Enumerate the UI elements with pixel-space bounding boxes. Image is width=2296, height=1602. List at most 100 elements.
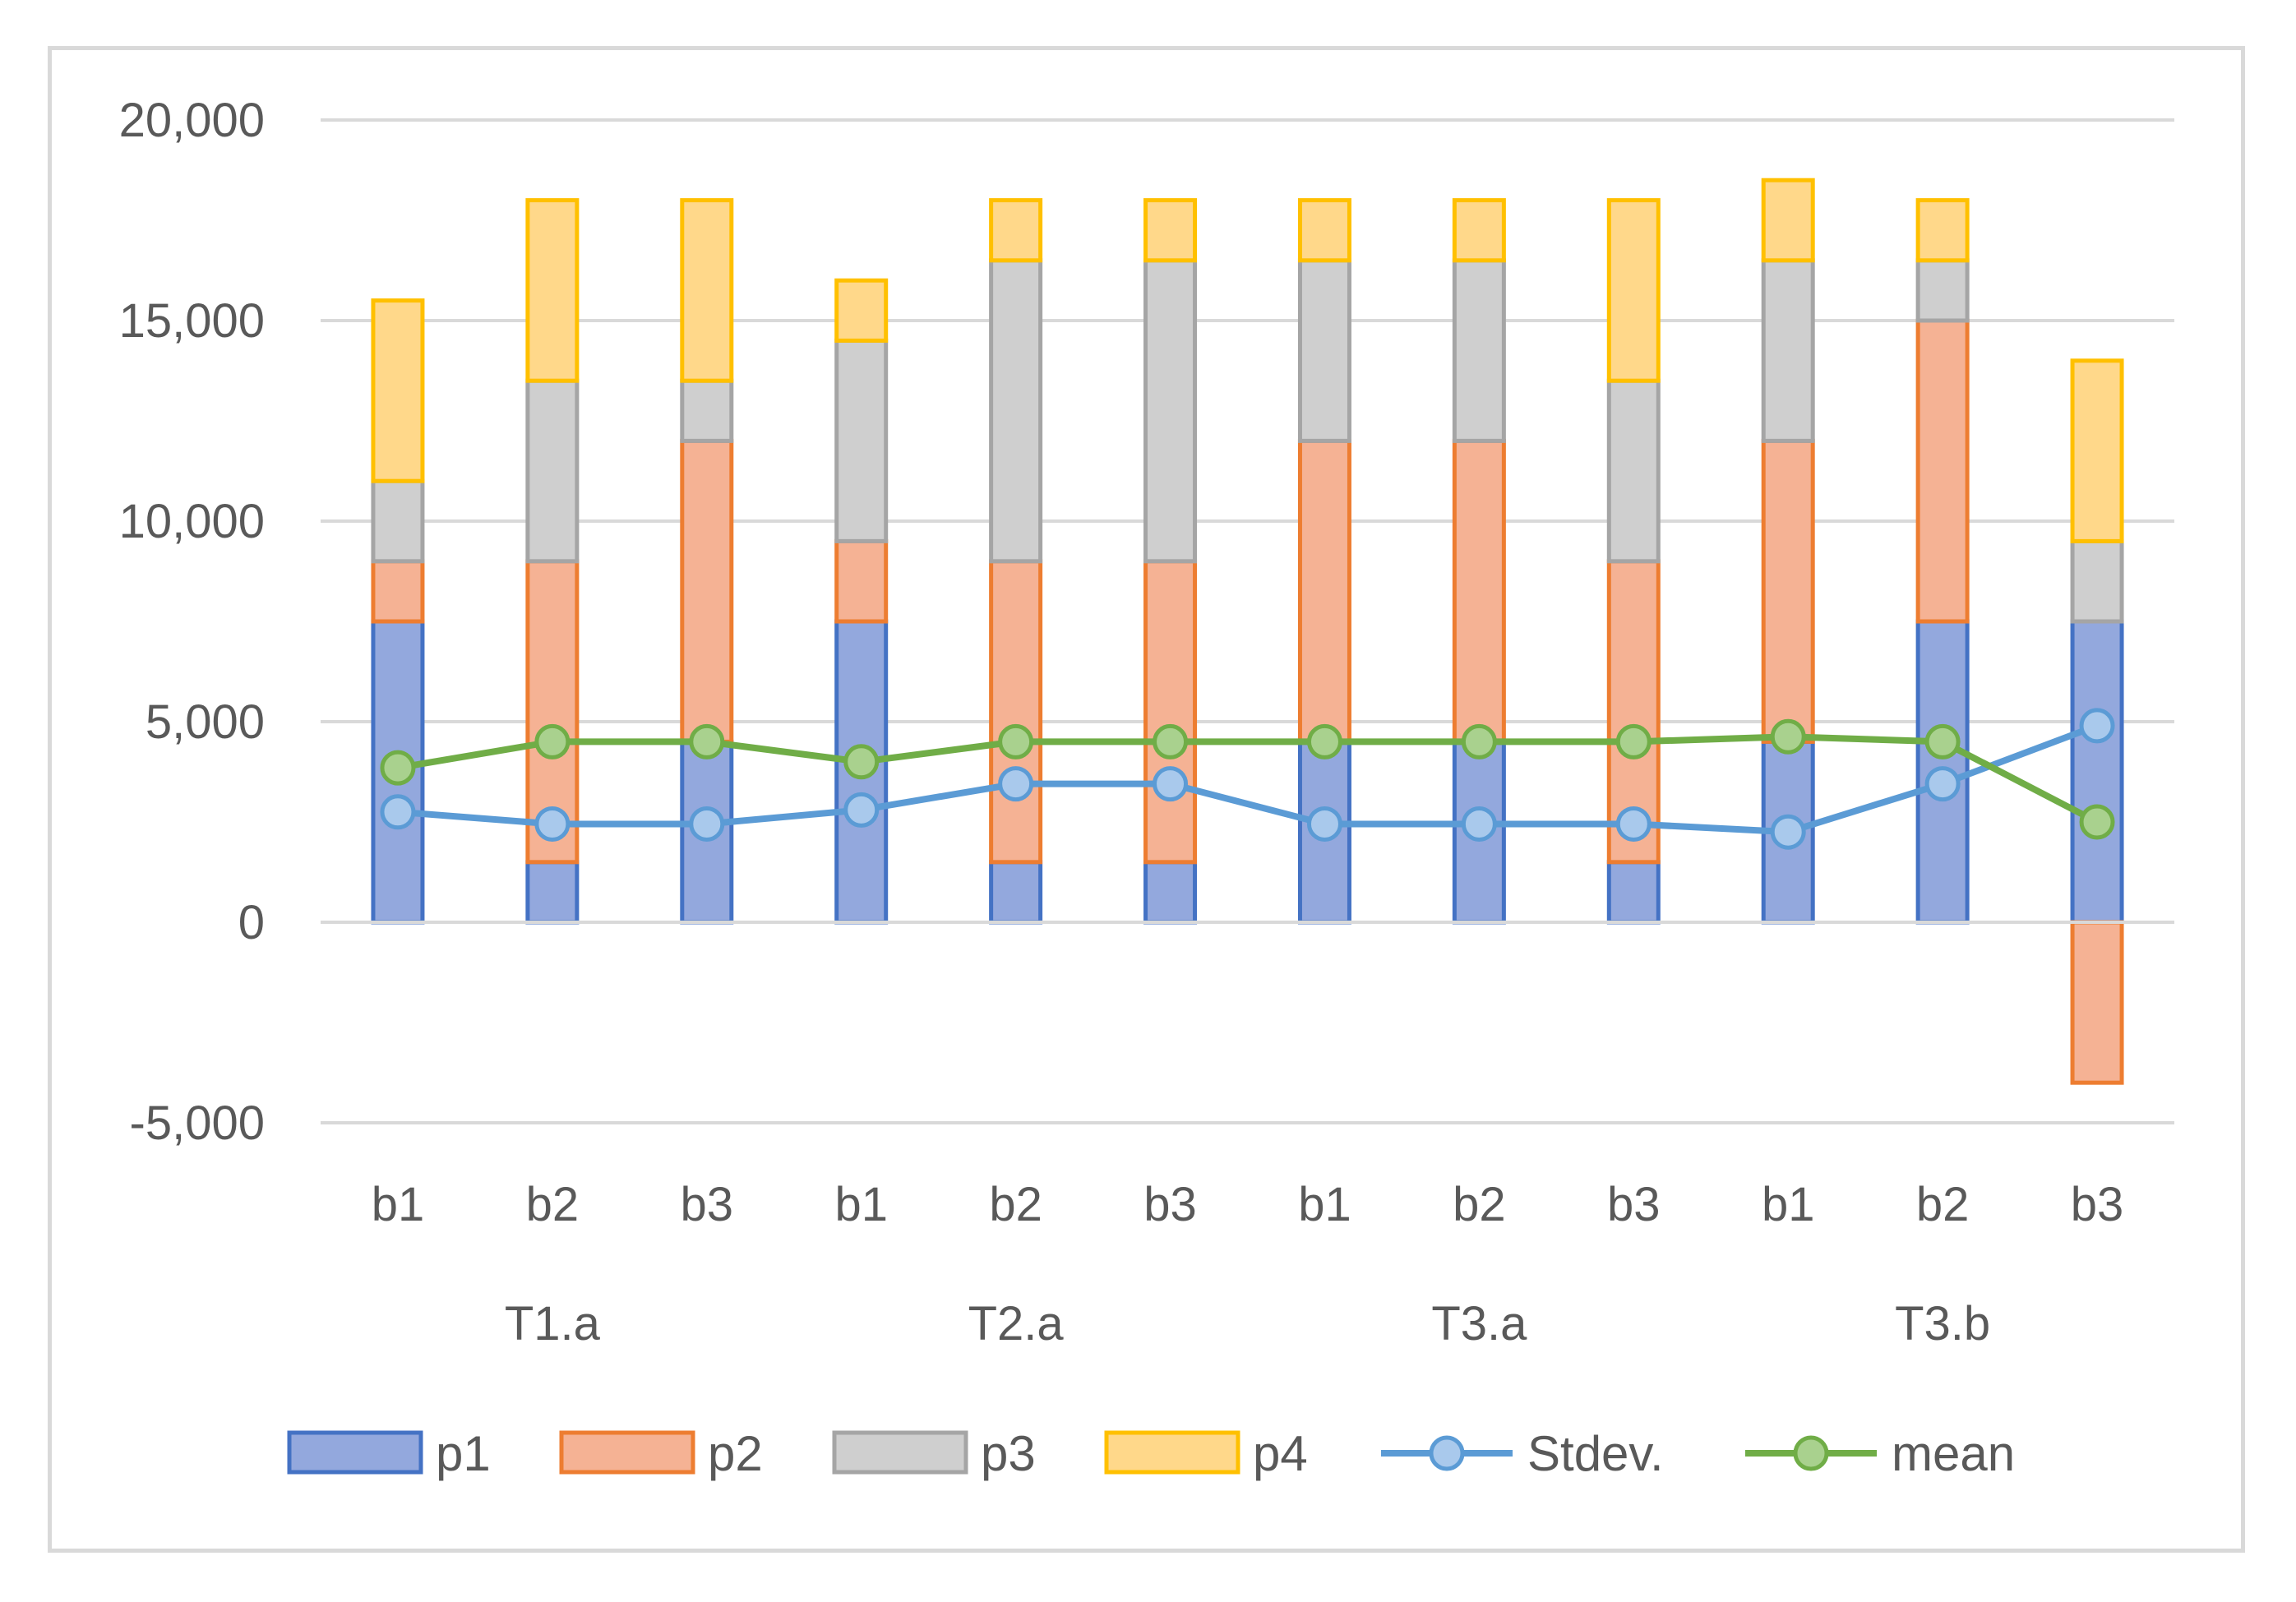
legend-swatch-p4 <box>1104 1430 1240 1475</box>
legend-swatch-p2 <box>559 1430 695 1475</box>
line-series <box>380 708 2115 850</box>
legend-label-p4: p4 <box>1253 1426 1308 1481</box>
bar-p4-0 <box>371 298 425 483</box>
legend-swatch-p1 <box>287 1430 423 1475</box>
bar-p4-2 <box>680 198 734 383</box>
legend-label-mean: mean <box>1892 1426 2015 1481</box>
point-mean-2 <box>689 723 725 759</box>
bar-p2-10 <box>1915 318 1970 624</box>
bar-p3-3 <box>834 338 889 543</box>
bar-p2-2 <box>680 438 734 744</box>
bar-p4-10 <box>1915 198 1970 263</box>
bar-p4-5 <box>1143 198 1198 263</box>
bar-p3-6 <box>1297 258 1351 443</box>
y-tick-label: 20,000 <box>119 94 265 147</box>
x-group-label: T3.a <box>1431 1297 1527 1350</box>
x-tick-label: b1 <box>1762 1178 1815 1231</box>
x-tick-label: b3 <box>2071 1178 2124 1231</box>
x-tick-label: b2 <box>1453 1178 1506 1231</box>
bar-p1-8 <box>1606 860 1661 925</box>
point-Stdev.-11 <box>2079 708 2115 744</box>
point-Stdev.-3 <box>843 792 880 828</box>
y-tick-label: 5,000 <box>146 695 265 749</box>
bar-p3-10 <box>1915 258 1970 323</box>
point-Stdev.-6 <box>1306 806 1342 842</box>
point-mean-8 <box>1615 723 1652 759</box>
x-group-label: T2.a <box>968 1297 1065 1350</box>
x-tick-label: b1 <box>1298 1178 1351 1231</box>
x-tick-label: b2 <box>1916 1178 1970 1231</box>
point-Stdev.-2 <box>689 806 725 842</box>
bar-p4-9 <box>1761 178 1815 263</box>
point-mean-3 <box>843 744 880 780</box>
point-mean-5 <box>1153 723 1189 759</box>
bar-p1-5 <box>1143 860 1198 925</box>
legend-label-Stdev.: Stdev. <box>1527 1426 1664 1481</box>
bar-p2-7 <box>1452 438 1506 744</box>
bar-p3-7 <box>1452 258 1506 443</box>
point-Stdev.-10 <box>1924 766 1961 802</box>
legend-swatch-p3 <box>832 1430 968 1475</box>
bar-p3-0 <box>371 478 425 564</box>
x-tick-label: b1 <box>834 1178 888 1231</box>
bar-p2-3 <box>834 538 889 624</box>
bar-p3-1 <box>525 378 580 564</box>
bar-p3-2 <box>680 378 734 443</box>
bar-p2-6 <box>1297 438 1351 744</box>
y-tick-label: 0 <box>238 896 265 949</box>
y-tick-label: -5,000 <box>130 1096 265 1150</box>
bar-p3-9 <box>1761 258 1815 443</box>
bars <box>371 178 2124 1085</box>
bar-p1-11 <box>2070 619 2124 925</box>
bar-p1-1 <box>525 860 580 925</box>
x-tick-label: b3 <box>1143 1178 1197 1231</box>
gridlines <box>321 118 2174 1124</box>
bar-p2-11 <box>2070 920 2124 1085</box>
point-mean-9 <box>1770 718 1806 755</box>
bar-p4-8 <box>1606 198 1661 383</box>
point-mean-10 <box>1924 723 1961 759</box>
bar-p3-8 <box>1606 378 1661 564</box>
bar-p2-4 <box>989 559 1043 865</box>
point-Stdev.-9 <box>1770 814 1806 850</box>
bar-p2-9 <box>1761 438 1815 744</box>
x-group-label: T3.b <box>1895 1297 1990 1350</box>
x-tick-label: b2 <box>526 1178 580 1231</box>
bar-p4-11 <box>2070 358 2124 543</box>
y-axis-tick-labels: -5,000 0 5,000 10,000 15,000 20,000 <box>119 94 265 1150</box>
y-tick-label: 15,000 <box>119 294 265 348</box>
bar-p3-5 <box>1143 258 1198 564</box>
legend-label-p2: p2 <box>708 1426 763 1481</box>
legend-marker-Stdev. <box>1429 1435 1465 1471</box>
legend-label-p3: p3 <box>981 1426 1036 1481</box>
bar-p4-4 <box>989 198 1043 263</box>
point-mean-11 <box>2079 804 2115 840</box>
point-mean-4 <box>998 723 1034 759</box>
x-tick-label: b2 <box>989 1178 1042 1231</box>
bar-p4-1 <box>525 198 580 383</box>
point-mean-7 <box>1461 723 1497 759</box>
line-Stdev. <box>397 723 2099 836</box>
legend-marker-mean <box>1793 1435 1829 1471</box>
x-axis-category-labels: b1 b2 b3 b1 b2 b3 b1 b2 b3 b1 b2 b3 <box>372 1178 2124 1231</box>
x-tick-label: b1 <box>372 1178 425 1231</box>
point-Stdev.-4 <box>998 766 1034 802</box>
x-tick-label: b3 <box>1607 1178 1661 1231</box>
line-mean <box>397 733 2099 825</box>
bar-p2-0 <box>371 559 425 624</box>
bar-p3-4 <box>989 258 1043 564</box>
bar-p4-6 <box>1297 198 1351 263</box>
x-group-label: T1.a <box>505 1297 601 1350</box>
point-Stdev.-7 <box>1461 806 1497 842</box>
y-tick-label: 10,000 <box>119 495 265 548</box>
point-Stdev.-1 <box>534 806 571 842</box>
x-tick-label: b3 <box>681 1178 734 1231</box>
legend-label-p1: p1 <box>436 1426 491 1481</box>
point-Stdev.-8 <box>1615 806 1652 842</box>
point-mean-1 <box>534 723 571 759</box>
point-Stdev.-5 <box>1153 766 1189 802</box>
point-mean-6 <box>1306 723 1342 759</box>
bar-p4-3 <box>834 278 889 343</box>
x-axis-group-labels: T1.a T2.a T3.a T3.b <box>505 1297 1990 1350</box>
